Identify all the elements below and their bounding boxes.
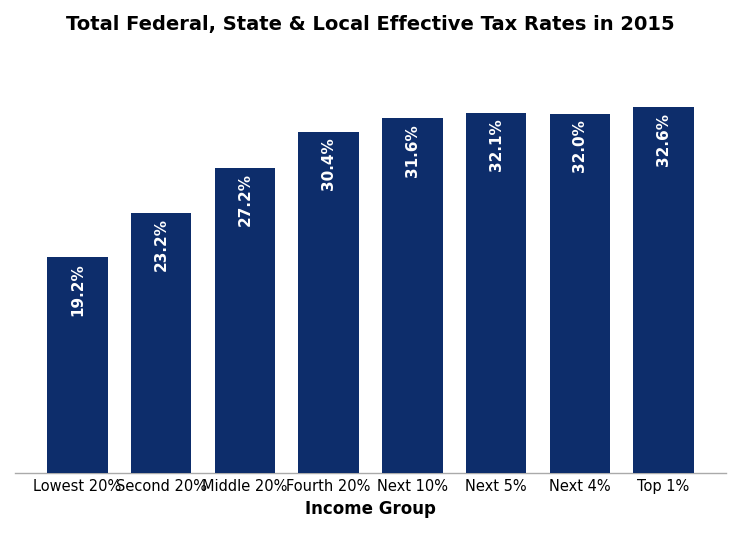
Bar [550, 114, 610, 472]
Text: 19.2%: 19.2% [70, 263, 85, 316]
Bar [299, 132, 359, 472]
Text: 32.6%: 32.6% [656, 113, 671, 166]
Text: 23.2%: 23.2% [153, 218, 169, 271]
Text: 32.1%: 32.1% [488, 118, 504, 171]
Title: Total Federal, State & Local Effective Tax Rates in 2015: Total Federal, State & Local Effective T… [66, 15, 675, 34]
X-axis label: Income Group: Income Group [305, 500, 436, 518]
Text: 27.2%: 27.2% [237, 173, 253, 227]
Text: 31.6%: 31.6% [405, 124, 420, 177]
Bar [131, 213, 191, 472]
Text: 32.0%: 32.0% [572, 119, 588, 172]
Bar [382, 118, 442, 472]
Bar [47, 257, 107, 472]
Bar [466, 113, 526, 472]
Bar [634, 107, 694, 472]
Bar [215, 168, 275, 472]
Text: 30.4%: 30.4% [321, 138, 336, 190]
